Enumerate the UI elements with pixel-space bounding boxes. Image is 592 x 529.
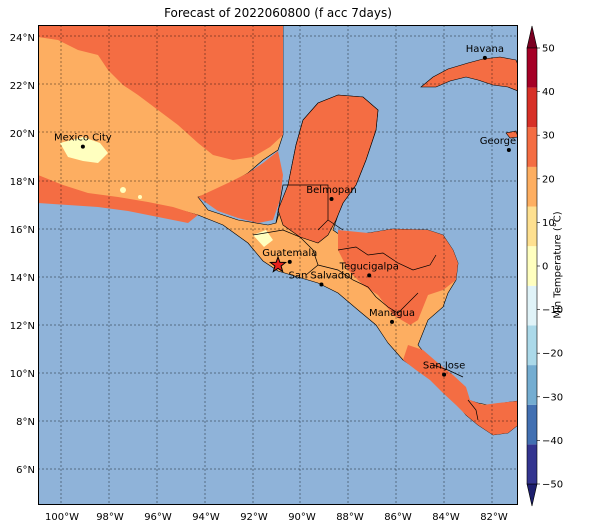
lat-tick-label: 10°N — [10, 369, 35, 380]
colorbar-tick-label: −30 — [542, 392, 563, 403]
colorbar-extend-low — [526, 483, 538, 507]
lat-tick-label: 16°N — [10, 225, 35, 236]
colorbar-segment — [527, 166, 537, 207]
land-mild-mexicocity — [60, 137, 108, 163]
colorbar-segment — [527, 325, 537, 366]
lat-tick-label: 12°N — [10, 321, 35, 332]
map-canvas: Mexico City Havana George Tow Belmopan Guate… — [38, 25, 518, 505]
colorbar-tick-label: −40 — [542, 436, 563, 447]
map-title: Forecast of 2022060800 (f acc 7days) — [164, 6, 392, 20]
lat-tick-label: 22°N — [10, 81, 35, 92]
colorbar-segment — [527, 246, 537, 286]
land-mexico — [38, 25, 518, 436]
lat-tick-label: 20°N — [10, 129, 35, 140]
lon-tick-label: 86°W — [384, 512, 412, 523]
colorbar-tick-label: −50 — [542, 480, 563, 491]
lat-tick-label: 24°N — [10, 33, 35, 44]
land-hot-gulf — [198, 151, 283, 223]
lon-tick-label: 98°W — [96, 512, 124, 523]
colorbar-tick-label: −20 — [542, 349, 563, 360]
land-mild-dot-1 — [120, 187, 126, 193]
lat-tick-label: 18°N — [10, 177, 35, 188]
city-dot — [506, 148, 511, 153]
lat-tick-label: 8°N — [16, 417, 35, 428]
colorbar-segment — [527, 206, 537, 247]
colorbar-segment — [527, 365, 537, 405]
city-label: Managua — [369, 308, 415, 319]
city-label: Havana — [466, 44, 504, 55]
colorbar-tick-label: 10 — [542, 218, 555, 229]
colorbar-extend-high — [526, 25, 538, 49]
land-hot-north — [38, 25, 283, 160]
city-label: Mexico City — [54, 133, 112, 144]
land-hot-west — [38, 175, 198, 223]
city-dot — [442, 372, 447, 377]
lon-tick-label: 84°W — [432, 512, 460, 523]
city-label: San Salvador — [289, 270, 356, 281]
lon-tick-label: 100°W — [45, 512, 79, 523]
city-dot — [329, 197, 334, 201]
country-borders — [252, 184, 479, 421]
colorbar-segment — [527, 87, 537, 128]
lon-tick-label: 96°W — [144, 512, 172, 523]
lon-tick-label: 94°W — [192, 512, 220, 523]
land-island — [505, 130, 518, 139]
city-dot — [319, 282, 324, 287]
city-label: Tegucigalpa — [339, 261, 399, 272]
lat-tick-label: 6°N — [16, 465, 35, 476]
colorbar-segment — [527, 444, 537, 484]
colorbar-tick-label: −10 — [542, 305, 563, 316]
land-mild-dot-2 — [138, 195, 142, 199]
star-marker — [269, 255, 287, 273]
city-label: Guatemala — [262, 248, 317, 259]
colorbar-label: Min Temperature (°C) — [552, 211, 564, 319]
colorbar-tick-label: 30 — [542, 131, 555, 142]
city-label: Belmopan — [306, 185, 356, 196]
colorbar-segment — [527, 48, 537, 88]
colorbar-segment — [527, 404, 537, 445]
map-border — [38, 25, 518, 505]
colorbar-tick-label: 40 — [542, 87, 555, 98]
lat-tick-label: 14°N — [10, 273, 35, 284]
city-label: George Tow — [480, 136, 518, 147]
colorbar-tick-label: 0 — [542, 262, 548, 273]
land-hot-south — [403, 345, 518, 435]
city-dot — [390, 319, 394, 324]
city-label: San Jose — [423, 361, 465, 372]
cities-layer: Mexico City Havana George Tow Belmopan Guate… — [54, 44, 518, 377]
city-dot — [80, 144, 85, 149]
graticule — [38, 25, 518, 505]
colorbar-segment — [527, 285, 537, 326]
city-dot — [287, 259, 292, 264]
colorbar-tick-label: 50 — [542, 44, 555, 55]
land-cuba — [420, 56, 518, 92]
lon-tick-label: 82°W — [480, 512, 508, 523]
city-dot — [482, 55, 487, 60]
lon-tick-label: 88°W — [336, 512, 364, 523]
colorbar-segment — [527, 127, 537, 167]
lon-tick-label: 90°W — [288, 512, 316, 523]
colorbar-tick-label: 20 — [542, 174, 555, 185]
map-panel: Mexico City Havana George Tow Belmopan Guate… — [38, 25, 518, 505]
lon-tick-label: 92°W — [240, 512, 268, 523]
city-dot — [367, 273, 372, 278]
